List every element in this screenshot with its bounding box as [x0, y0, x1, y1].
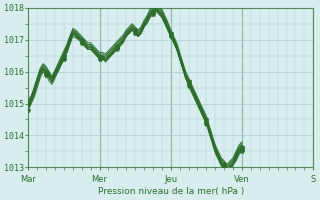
- X-axis label: Pression niveau de la mer( hPa ): Pression niveau de la mer( hPa ): [98, 187, 244, 196]
